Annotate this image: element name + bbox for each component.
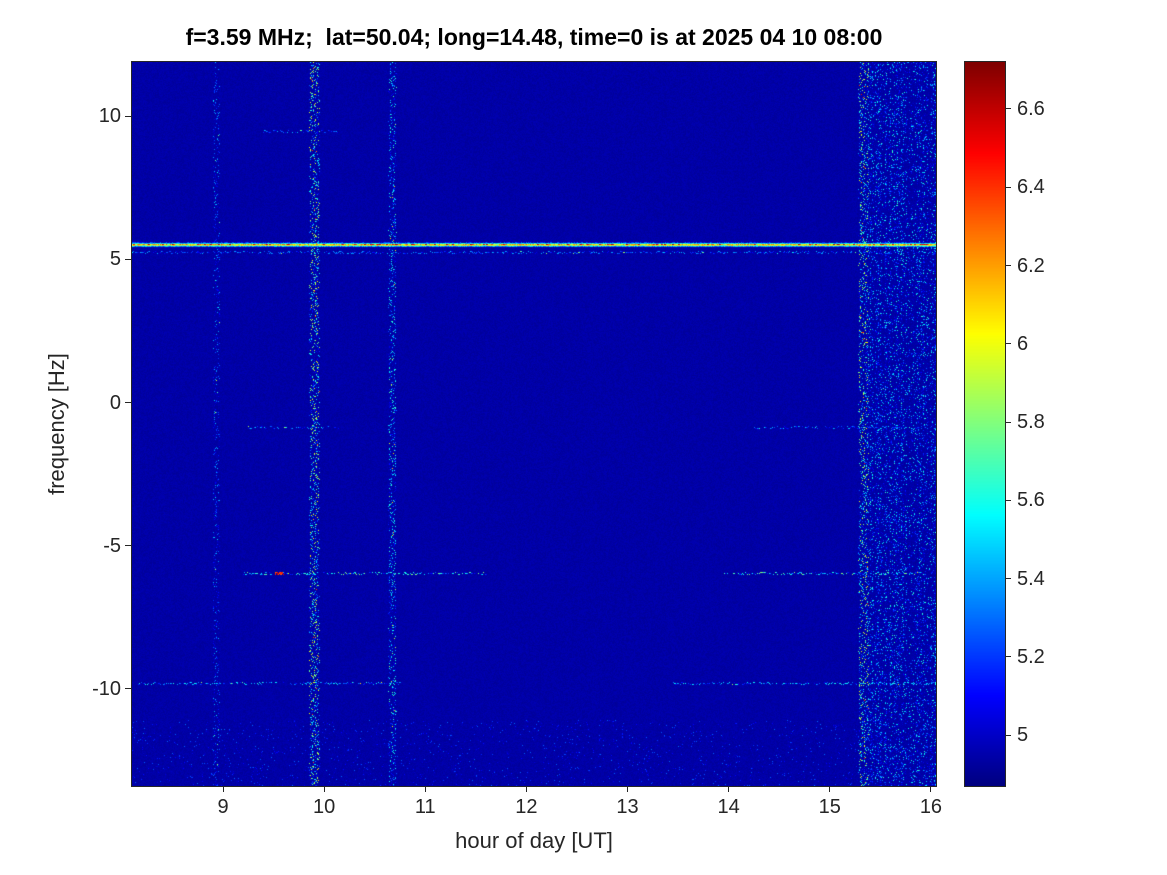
chart-title: f=3.59 MHz; lat=50.04; long=14.48, time=…	[185, 24, 883, 50]
plot-frame	[131, 61, 937, 787]
x-tick-mark	[930, 787, 932, 792]
colorbar-tick-mark	[1006, 343, 1011, 345]
x-tick-label: 11	[414, 796, 436, 818]
colorbar-tick-label: 5.2	[1017, 645, 1045, 668]
x-tick-mark	[728, 787, 730, 792]
x-tick-label: 13	[616, 796, 639, 818]
x-tick-mark	[525, 787, 527, 792]
x-axis-label: hour of day [UT]	[455, 828, 613, 853]
colorbar-tick-mark	[1006, 734, 1011, 736]
colorbar-tick-label: 5.6	[1017, 489, 1045, 512]
x-tick-mark	[627, 787, 629, 792]
y-tick-mark	[125, 258, 131, 260]
colorbar-tick-mark	[1006, 421, 1011, 423]
colorbar-tick-mark	[1006, 578, 1011, 580]
colorbar-tick-label: 6.2	[1017, 254, 1045, 277]
colorbar-canvas	[965, 62, 1005, 786]
x-tick-label: 10	[313, 796, 336, 818]
y-tick-mark	[125, 115, 131, 117]
colorbar-tick-mark	[1006, 265, 1011, 266]
x-tick-label: 9	[217, 796, 229, 818]
colorbar-tick-label: 6.6	[1017, 97, 1045, 120]
spectrogram-heatmap-canvas	[132, 62, 936, 786]
colorbar-tick-label: 5.8	[1017, 411, 1045, 434]
y-axis-label: frequency [Hz]	[44, 353, 69, 495]
colorbar-tick-mark	[1006, 656, 1011, 658]
x-tick-mark	[424, 787, 426, 792]
y-tick-label: 10	[98, 105, 121, 128]
y-tick-label: 0	[109, 391, 121, 414]
y-tick-mark	[125, 545, 131, 547]
colorbar-tick-label: 6	[1017, 332, 1029, 355]
colorbar-frame	[964, 61, 1006, 787]
x-tick-label: 15	[818, 796, 841, 818]
x-tick-label: 16	[919, 796, 943, 818]
x-tick-mark	[829, 787, 831, 792]
y-tick-label: -10	[92, 677, 121, 700]
x-tick-label: 14	[717, 796, 740, 818]
y-tick-label: 5	[109, 248, 121, 271]
colorbar-tick-mark	[1006, 186, 1011, 188]
colorbar-tick-label: 5	[1017, 724, 1029, 747]
colorbar-tick-label: 5.4	[1017, 567, 1045, 590]
y-tick-label: -5	[103, 534, 121, 557]
x-tick-mark	[222, 787, 224, 792]
colorbar-tick-mark	[1006, 499, 1011, 501]
colorbar-tick-mark	[1006, 108, 1011, 110]
x-tick-mark	[323, 787, 325, 792]
y-tick-mark	[125, 688, 131, 690]
colorbar-tick-label: 6.4	[1017, 176, 1045, 199]
y-tick-mark	[125, 402, 131, 404]
x-tick-label: 12	[515, 796, 538, 818]
